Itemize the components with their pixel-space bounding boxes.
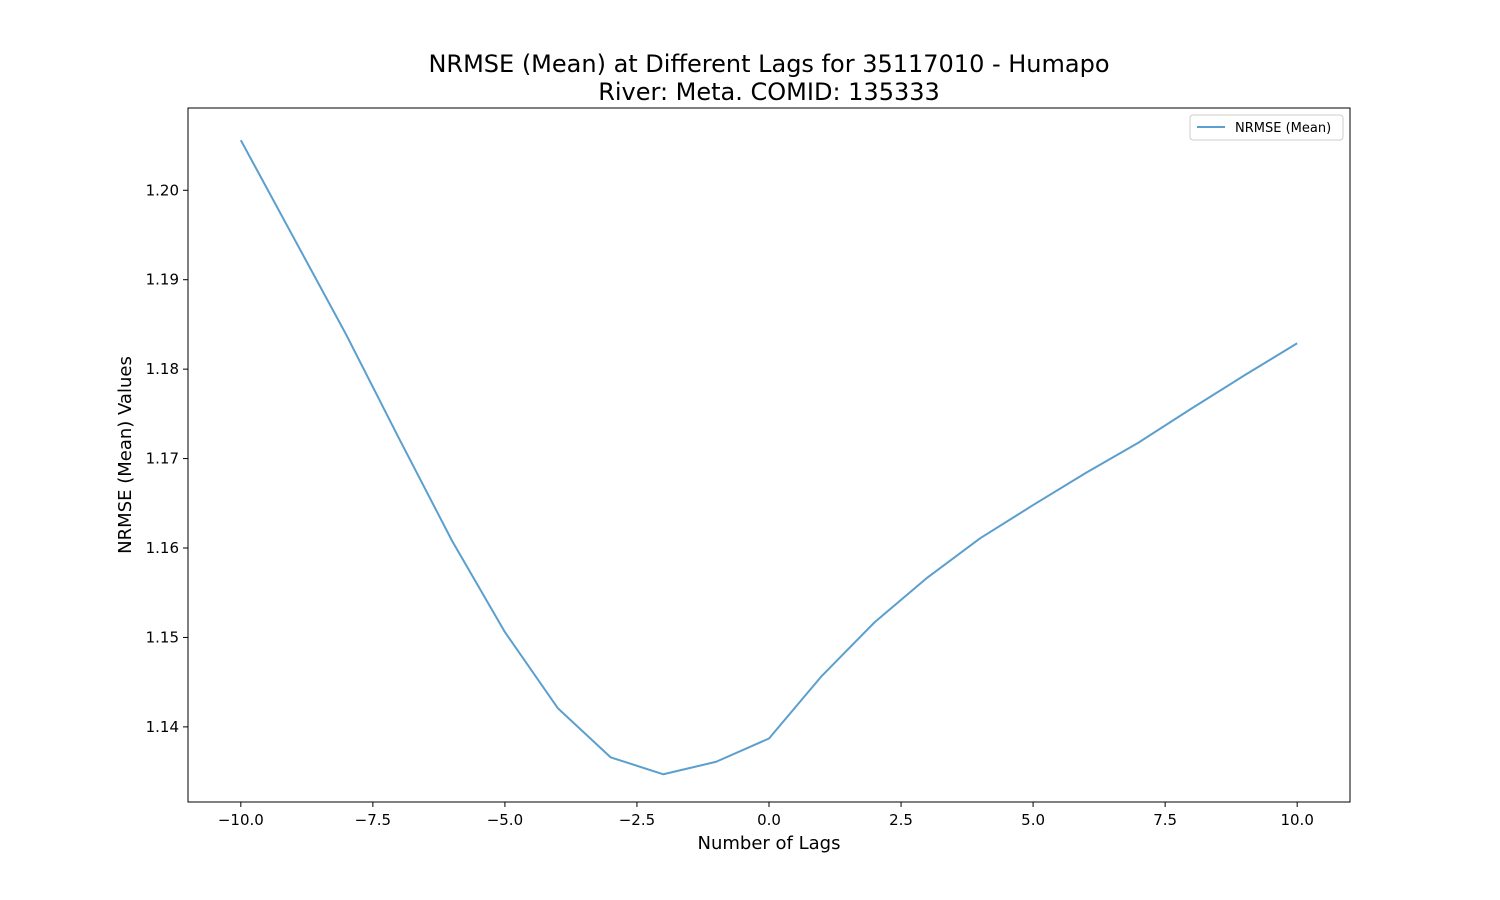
x-tick-label: 7.5 <box>1153 811 1177 829</box>
chart-title-line-2: River: Meta. COMID: 135333 <box>598 78 940 106</box>
y-tick-label: 1.20 <box>146 181 179 199</box>
y-tick-label: 1.14 <box>146 718 179 736</box>
y-axis-label: NRMSE (Mean) Values <box>115 356 136 554</box>
chart-title-line-1: NRMSE (Mean) at Different Lags for 35117… <box>428 50 1109 78</box>
legend-box <box>1189 114 1344 141</box>
x-tick-label: −5.0 <box>487 811 523 829</box>
y-tick-label: 1.19 <box>146 271 179 289</box>
x-tick-label: 0.0 <box>757 811 781 829</box>
x-axis-label: Number of Lags <box>698 833 841 854</box>
y-tick-label: 1.15 <box>146 628 179 646</box>
y-tick-label: 1.18 <box>146 360 179 378</box>
y-tick-label: 1.16 <box>146 539 179 557</box>
legend-label-nrmse-mean: NRMSE (Mean) <box>1235 121 1331 136</box>
x-tick-label: −7.5 <box>355 811 391 829</box>
x-tick-label: 10.0 <box>1280 811 1313 829</box>
x-tick-label: −10.0 <box>218 811 264 829</box>
x-axis: −10.0 −7.5 −5.0 −2.5 0.0 2.5 5.0 7.5 10.0 <box>218 802 1314 829</box>
plot-area <box>187 107 1351 803</box>
x-tick-label: 2.5 <box>889 811 913 829</box>
y-tick-label: 1.17 <box>146 450 179 468</box>
x-tick-label: 5.0 <box>1021 811 1045 829</box>
series-layer <box>239 139 1298 776</box>
legend: NRMSE (Mean) <box>1189 114 1344 141</box>
x-tick-label: −2.5 <box>619 811 655 829</box>
y-axis: 1.14 1.15 1.16 1.17 1.18 1.19 1.20 <box>146 181 188 736</box>
